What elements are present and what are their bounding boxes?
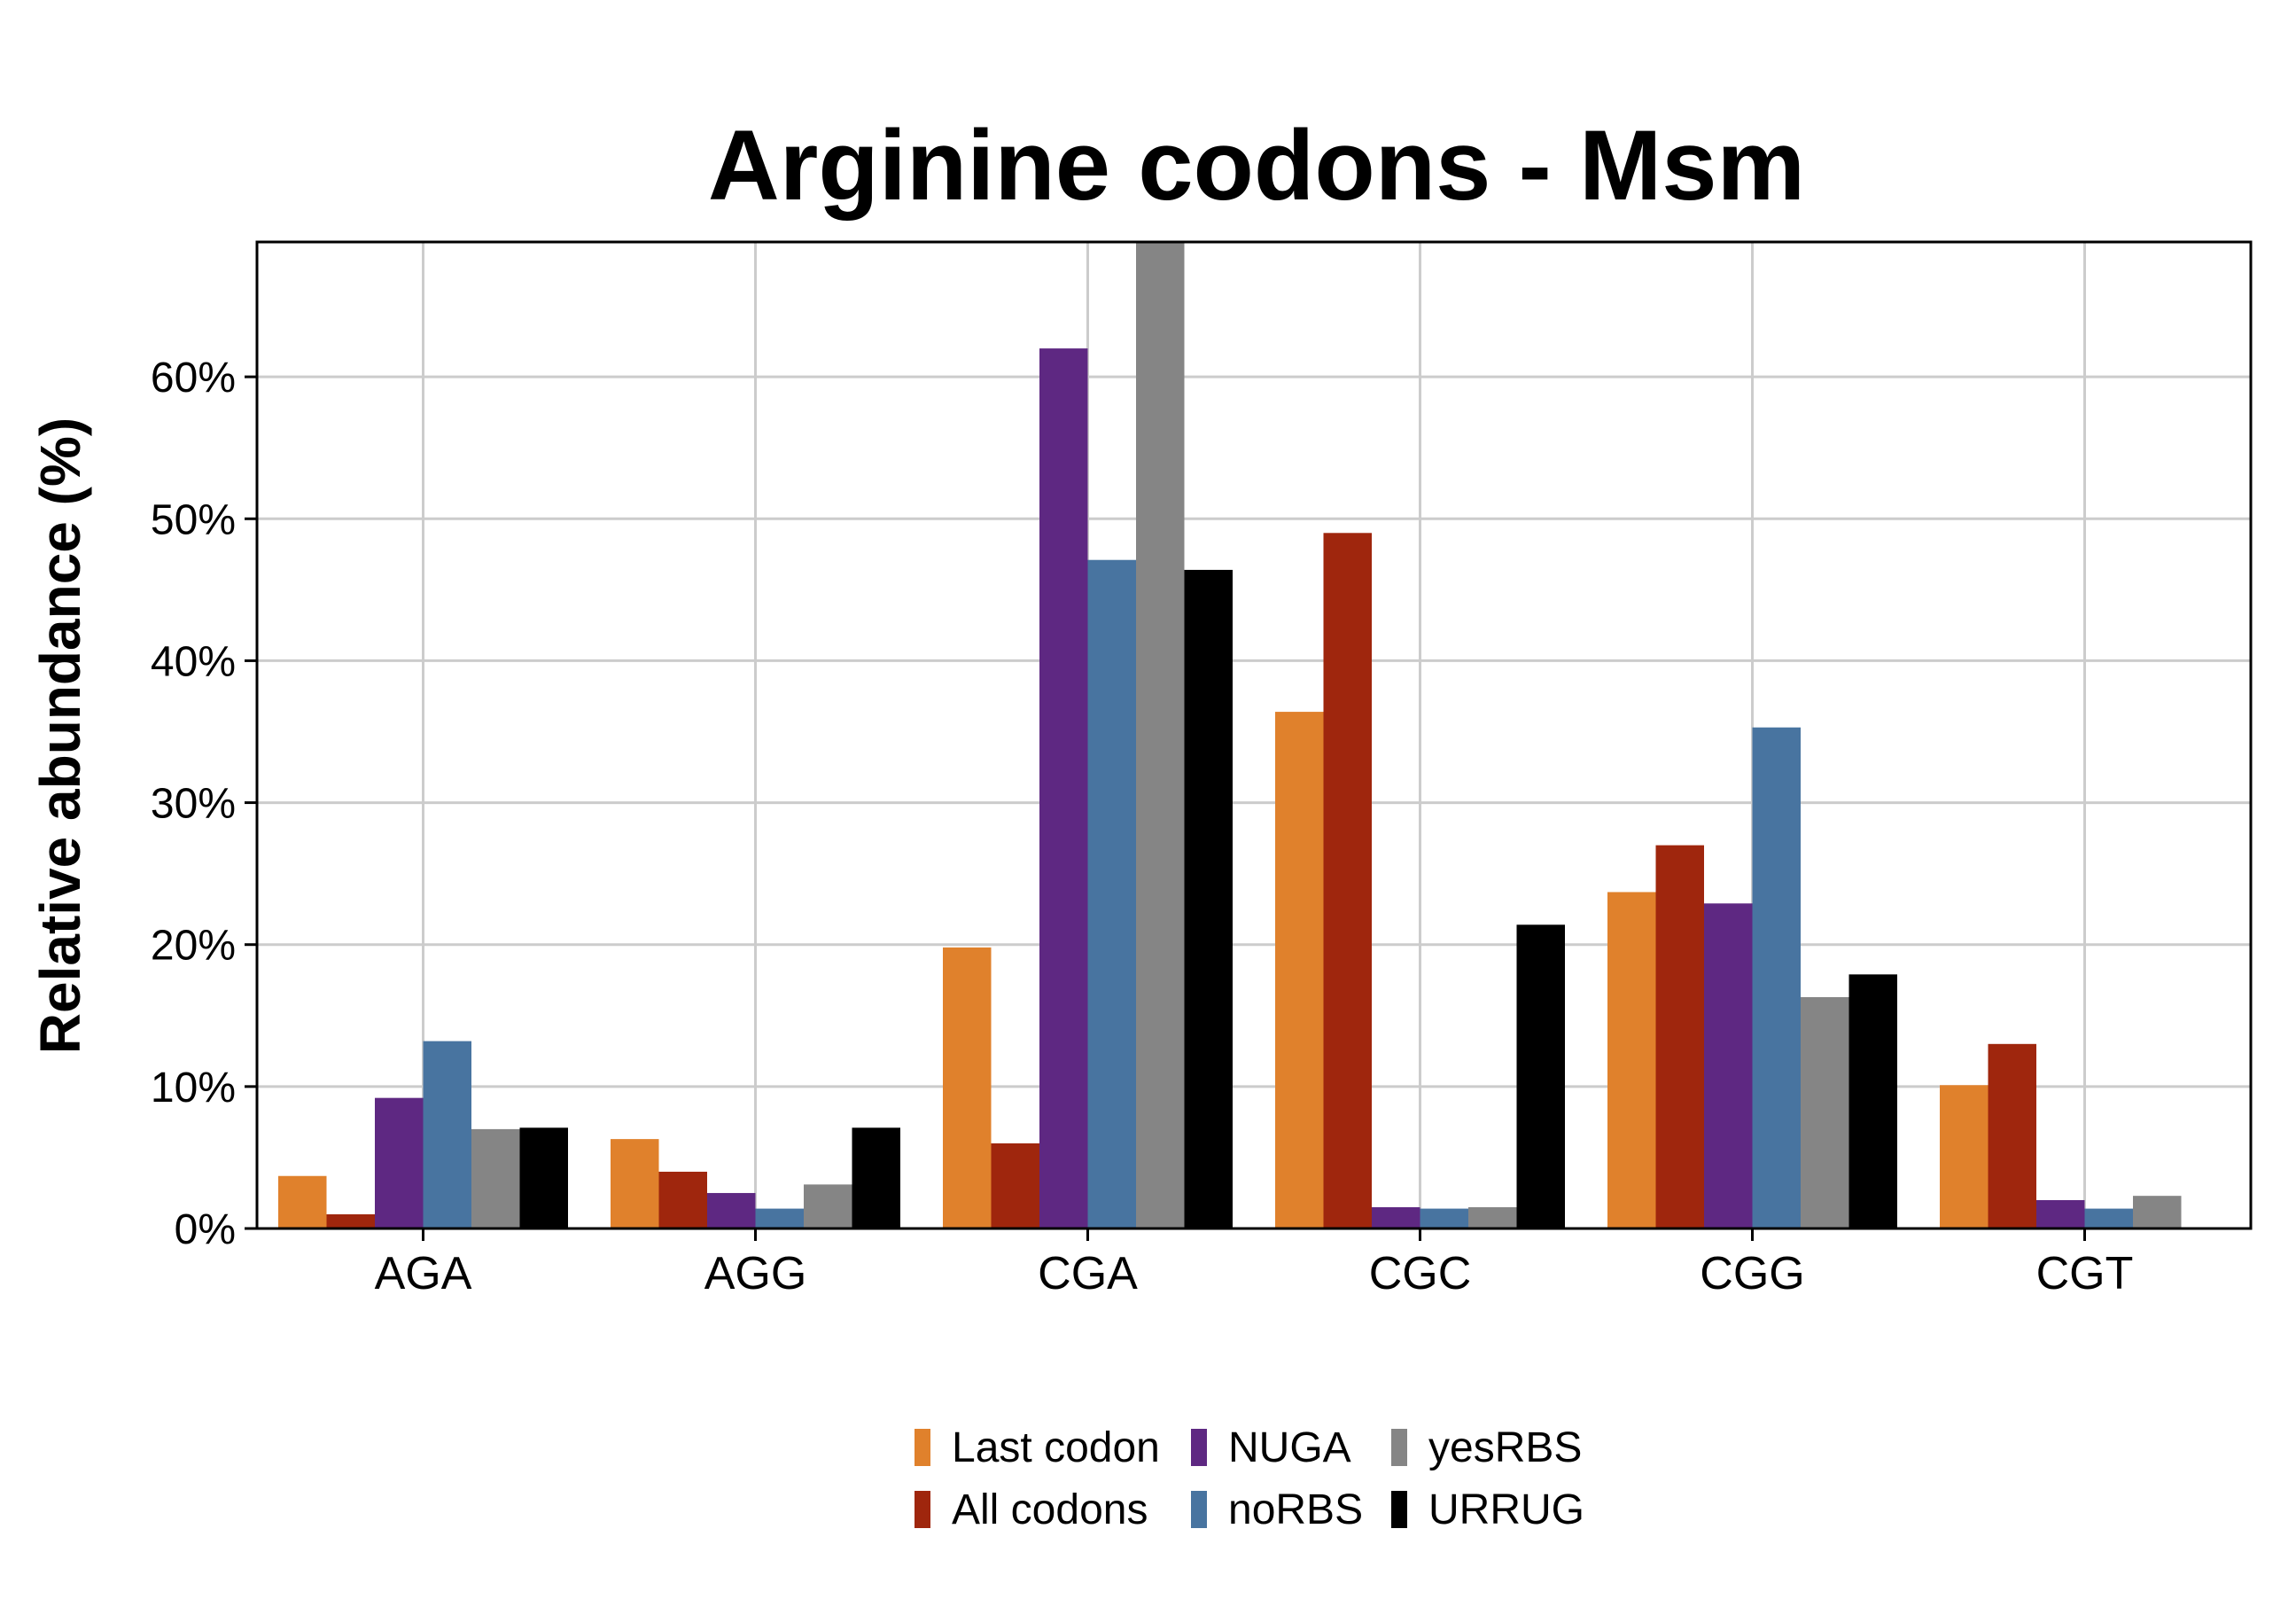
bar bbox=[1275, 712, 1324, 1228]
bar bbox=[2084, 1208, 2133, 1228]
legend: Last codon All codons NUGA noRBS yesRBS URRUG bbox=[915, 1424, 1584, 1533]
bar bbox=[1184, 569, 1233, 1228]
bar bbox=[1988, 1043, 2036, 1228]
y-tick-label: 50% bbox=[151, 496, 236, 543]
axes: 0% 10% 20% 30% 40% 50% 60% AGA AGG CGA CGC CGG CGT bbox=[151, 355, 2133, 1299]
legend-swatch bbox=[1191, 1429, 1207, 1466]
x-tick-label: CGT bbox=[2036, 1248, 2134, 1299]
legend-swatch bbox=[1191, 1491, 1207, 1528]
bar bbox=[1468, 1206, 1517, 1228]
bar bbox=[326, 1213, 375, 1228]
bar bbox=[1655, 845, 1704, 1228]
bar bbox=[375, 1097, 424, 1228]
y-tick-label: 60% bbox=[151, 355, 236, 402]
legend-label: All codons bbox=[952, 1486, 1148, 1533]
bar bbox=[1039, 348, 1088, 1228]
y-axis-label: Relative abundance (%) bbox=[28, 417, 92, 1054]
legend-label: noRBS bbox=[1228, 1486, 1363, 1533]
x-tick-label: CGA bbox=[1038, 1248, 1138, 1299]
legend-swatch bbox=[915, 1429, 930, 1466]
gridlines bbox=[257, 242, 2251, 1228]
x-tick-label: AGA bbox=[375, 1248, 472, 1299]
bar bbox=[519, 1127, 568, 1228]
bar bbox=[1704, 903, 1753, 1228]
bar bbox=[1607, 892, 1656, 1228]
bar bbox=[423, 1041, 471, 1228]
legend-swatch bbox=[1391, 1429, 1407, 1466]
bar bbox=[852, 1127, 900, 1228]
bar bbox=[278, 1175, 327, 1228]
bar bbox=[943, 947, 992, 1228]
bar bbox=[1516, 924, 1565, 1228]
bar bbox=[1940, 1085, 1989, 1228]
bar bbox=[2133, 1196, 2182, 1228]
bar bbox=[991, 1143, 1039, 1228]
bar bbox=[1420, 1208, 1468, 1228]
bar bbox=[658, 1171, 707, 1228]
bar bbox=[1801, 996, 1849, 1228]
legend-label: URRUG bbox=[1428, 1486, 1584, 1533]
y-tick-label: 10% bbox=[151, 1065, 236, 1112]
bar bbox=[1372, 1206, 1420, 1228]
bar bbox=[804, 1184, 852, 1228]
bar bbox=[755, 1208, 804, 1228]
x-tick-label: AGG bbox=[704, 1248, 807, 1299]
x-tick-label: CGC bbox=[1369, 1248, 1472, 1299]
bars bbox=[278, 242, 2182, 1228]
bar bbox=[707, 1192, 756, 1228]
legend-label: Last codon bbox=[952, 1424, 1160, 1471]
y-tick-label: 40% bbox=[151, 638, 236, 685]
bar bbox=[1323, 533, 1372, 1228]
y-tick-label: 0% bbox=[175, 1206, 236, 1253]
y-tick-label: 20% bbox=[151, 923, 236, 970]
plot-frame bbox=[255, 240, 2253, 1230]
bar bbox=[611, 1139, 659, 1228]
legend-label: NUGA bbox=[1228, 1424, 1351, 1471]
bar bbox=[1848, 974, 1897, 1228]
y-tick-label: 30% bbox=[151, 781, 236, 828]
x-tick-label: CGG bbox=[1700, 1248, 1804, 1299]
bar bbox=[2036, 1199, 2085, 1228]
chart-title: Arginine codons - Msm bbox=[708, 110, 1805, 221]
legend-swatch bbox=[915, 1491, 930, 1528]
bar bbox=[471, 1128, 520, 1228]
bar bbox=[1752, 727, 1801, 1228]
legend-label: yesRBS bbox=[1428, 1424, 1582, 1471]
legend-swatch bbox=[1391, 1491, 1407, 1528]
bar bbox=[1136, 242, 1185, 1228]
bar bbox=[1087, 559, 1136, 1228]
